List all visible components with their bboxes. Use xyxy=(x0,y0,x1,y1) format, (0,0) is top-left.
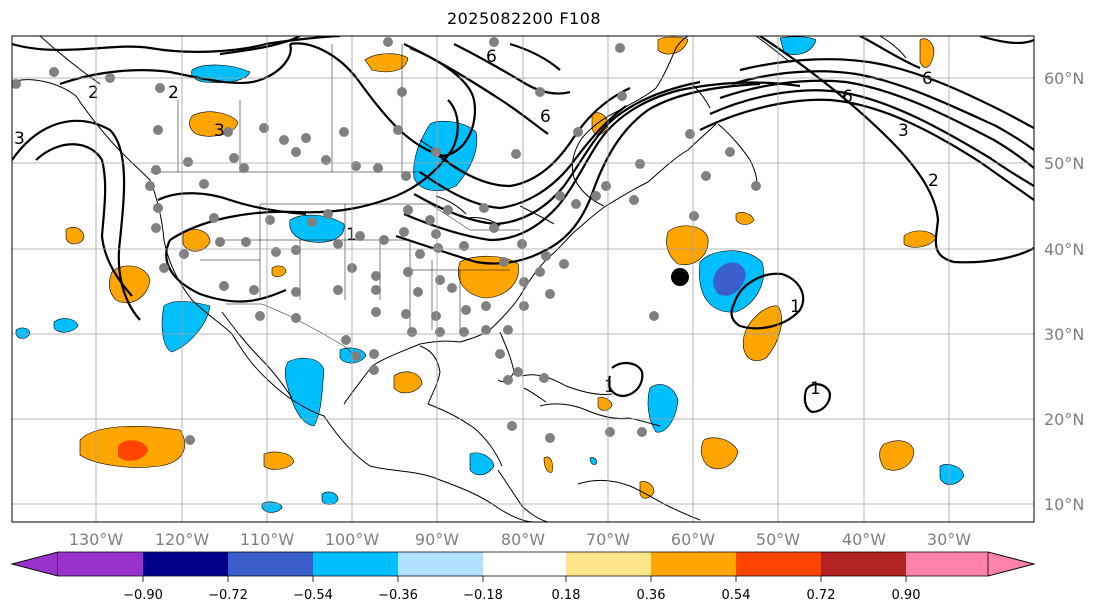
colorbar-tick-label: −0.18 xyxy=(463,588,503,603)
contour-label: 2 xyxy=(88,83,99,103)
contour-label: 6 xyxy=(486,47,497,67)
longitude-labels: 130°W 120°W 110°W 100°W 90°W 80°W 70°W 6… xyxy=(69,530,971,549)
contour-label: 2 xyxy=(168,83,179,103)
lon-label: 90°W xyxy=(415,530,459,549)
lat-label: 10°N xyxy=(1044,495,1084,514)
contour-label: 1 xyxy=(810,379,821,399)
contour-label: 3 xyxy=(14,129,25,149)
colorbar xyxy=(10,551,1036,582)
colorbar-segment xyxy=(736,552,821,576)
lat-label: 30°N xyxy=(1044,325,1084,344)
contour-label: 1 xyxy=(604,377,615,397)
colorbar-segment xyxy=(313,552,398,576)
colorbar-segment xyxy=(143,552,228,576)
map-title: 2025082200 F108 xyxy=(446,9,602,28)
colorbar-tick-label: 0.72 xyxy=(807,588,836,603)
contour-label: 1 xyxy=(790,297,801,317)
contour-lines xyxy=(12,36,1034,414)
lon-label: 120°W xyxy=(155,530,210,549)
colorbar-extend-high xyxy=(987,551,1036,577)
lat-label: 20°N xyxy=(1044,410,1084,429)
lat-label: 50°N xyxy=(1044,154,1084,173)
colorbar-segment xyxy=(58,552,143,576)
colorbar-tick-label: −0.90 xyxy=(123,588,163,603)
colorbar-tick-label: −0.72 xyxy=(208,588,248,603)
colorbar-extend-low xyxy=(10,551,59,577)
colorbar-tick-label: −0.36 xyxy=(378,588,418,603)
contour-label-group: 3 2 2 3 6 6 1 6 3 2 1 1 1 6 xyxy=(14,47,939,399)
colorbar-tick-label: 0.90 xyxy=(892,588,921,603)
lat-label: 40°N xyxy=(1044,240,1084,259)
colorbar-tick-label: 0.36 xyxy=(637,588,666,603)
storm-center-marker xyxy=(671,268,689,286)
colorbar-tick-label: −0.54 xyxy=(293,588,333,603)
contour-label: 2 xyxy=(928,171,939,191)
map-frame xyxy=(11,35,1035,523)
lon-label: 80°W xyxy=(501,530,545,549)
lon-label: 100°W xyxy=(325,530,380,549)
colorbar-segment xyxy=(906,552,988,576)
colorbar-segment xyxy=(398,552,483,576)
contour-label: 6 xyxy=(922,69,933,89)
colorbar-ticks xyxy=(142,576,907,582)
positive-anomaly-shading xyxy=(65,36,937,499)
lon-label: 60°W xyxy=(671,530,715,549)
colorbar-segment xyxy=(821,552,906,576)
lon-label: 40°W xyxy=(842,530,886,549)
colorbar-outline xyxy=(10,551,1036,577)
contour-label: 6 xyxy=(842,87,853,107)
colorbar-segment xyxy=(228,552,313,576)
lat-label: 60°N xyxy=(1044,69,1084,88)
contour-label: 1 xyxy=(346,225,357,245)
colorbar-segment xyxy=(566,552,651,576)
colorbar-tick-label: 0.54 xyxy=(722,588,751,603)
contour-label: 3 xyxy=(898,121,909,141)
lon-label: 70°W xyxy=(586,530,630,549)
station-markers xyxy=(12,37,761,445)
colorbar-tick-label: 0.18 xyxy=(552,588,581,603)
lon-label: 50°W xyxy=(756,530,800,549)
lon-label: 110°W xyxy=(240,530,295,549)
lon-label: 30°W xyxy=(927,530,971,549)
colorbar-segment xyxy=(651,552,736,576)
graticule xyxy=(12,36,1034,522)
lon-label: 130°W xyxy=(69,530,124,549)
contour-label: 3 xyxy=(214,121,225,141)
contour-label: 6 xyxy=(540,107,551,127)
colorbar-labels: −0.90 −0.72 −0.54 −0.36 −0.18 0.18 0.36 … xyxy=(123,588,920,603)
latitude-labels: 60°N 50°N 40°N 30°N 20°N 10°N xyxy=(1044,69,1084,514)
